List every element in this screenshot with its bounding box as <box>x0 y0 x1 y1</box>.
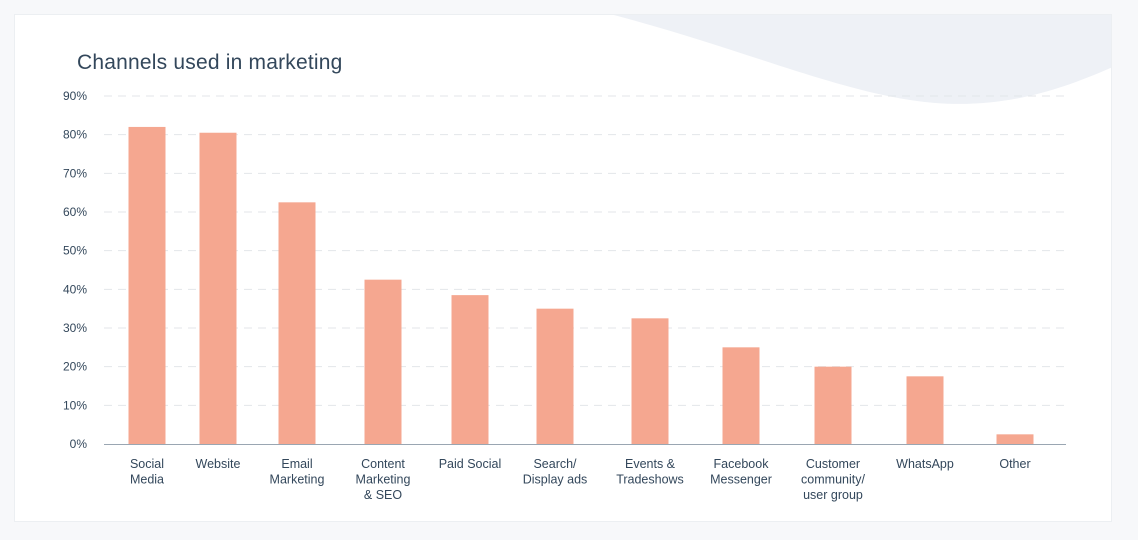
bar-7[interactable] <box>631 318 669 444</box>
bar-11[interactable] <box>996 434 1034 444</box>
y-tick-label: 50% <box>63 244 87 258</box>
grid-layer <box>104 95 1066 406</box>
bar-6[interactable] <box>536 308 574 444</box>
bar-8[interactable] <box>722 347 760 444</box>
x-category-label: Events & Tradeshows <box>616 457 684 487</box>
x-category-label: Facebook Messenger <box>710 457 772 487</box>
x-category-label: Customer community/user group <box>801 457 865 502</box>
y-axis-ticks: 0% 10% 20% 30% 40% 50% 60% 70% 80% 90% <box>63 89 87 451</box>
bars <box>128 126 1034 444</box>
bar-2[interactable] <box>199 132 237 444</box>
x-category-label: Content Marketing & SEO <box>356 457 411 502</box>
x-category-label: Social Media <box>130 457 164 487</box>
x-category-label: WhatsApp <box>896 457 954 471</box>
y-tick-label: 90% <box>63 89 87 103</box>
y-tick-label: 80% <box>63 128 87 142</box>
chart-card: 0% 10% 20% 30% 40% 50% 60% 70% 80% 90% Social Medi… <box>14 14 1112 522</box>
x-category-label: Paid Social <box>439 457 502 471</box>
x-axis-labels: Social Media Website Email Marketing Content M… <box>130 457 1031 502</box>
y-tick-label: 0% <box>70 437 88 451</box>
x-category-label: Website <box>196 457 241 471</box>
y-tick-label: 70% <box>63 166 87 180</box>
y-tick-label: 20% <box>63 360 87 374</box>
bar-chart: 0% 10% 20% 30% 40% 50% 60% 70% 80% 90% Social Medi… <box>63 89 1066 502</box>
bar-4[interactable] <box>364 279 402 444</box>
y-tick-label: 60% <box>63 205 87 219</box>
x-category-label: Search/Display ads <box>523 457 588 487</box>
bar-10[interactable] <box>906 376 944 444</box>
x-category-label: Other <box>999 457 1030 471</box>
y-tick-label: 40% <box>63 282 87 296</box>
bar-3[interactable] <box>278 202 316 444</box>
bar-5[interactable] <box>451 295 489 444</box>
y-tick-label: 10% <box>63 398 87 412</box>
chart-title: Channels used in marketing <box>77 51 343 74</box>
x-category-label: Email Marketing <box>270 457 325 487</box>
bar-1[interactable] <box>128 126 166 444</box>
y-tick-label: 30% <box>63 321 87 335</box>
bar-9[interactable] <box>814 366 852 444</box>
